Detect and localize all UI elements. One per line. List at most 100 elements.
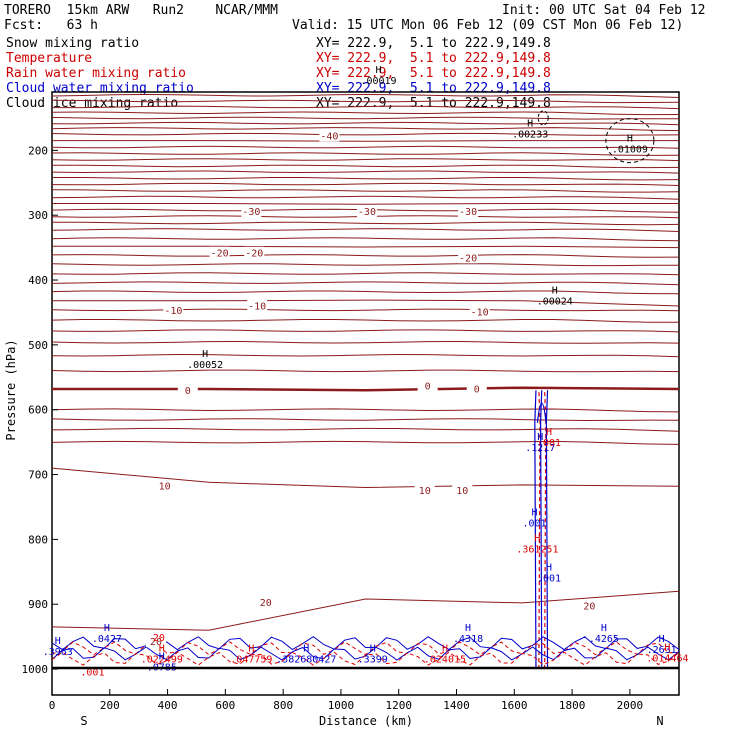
temperature-contour--10: [52, 299, 680, 307]
temperature-contour-0: [52, 386, 680, 392]
temperature-contour: [51, 340, 680, 344]
temperature-label: 20: [260, 598, 272, 609]
temperature-label-bg: [241, 205, 262, 218]
temperature-label-bg: [414, 484, 435, 497]
extremum-value: .00024: [537, 297, 573, 308]
extremum-mark: H: [537, 432, 543, 443]
header-init: Init: 00 UTC Sat 04 Feb 12: [502, 3, 706, 18]
temperature-label: -20: [245, 249, 263, 260]
extremum-value: .014464: [646, 653, 688, 664]
extremum-value: 20: [153, 633, 165, 644]
y-tick-label: 200: [28, 144, 48, 157]
temperature-label: -30: [358, 207, 376, 218]
y-tick-label: 500: [28, 339, 48, 352]
x-tick-label: 2000: [617, 699, 644, 712]
temperature-label: 0: [474, 384, 480, 395]
y-tick-label: 700: [28, 469, 48, 482]
temperature-contour: [51, 189, 680, 193]
temperature-contour: [51, 121, 680, 126]
temperature-contour: [51, 93, 680, 98]
temperature-contour--40: [52, 140, 679, 142]
temperature-label-bg: [244, 246, 265, 259]
temperature-contour: [51, 440, 680, 445]
x-tick-label: 0: [49, 699, 56, 712]
temperature-contour--20: [52, 245, 680, 249]
extremum-value: .00052: [187, 360, 223, 371]
x-tick-label: 1200: [385, 699, 412, 712]
extremum-value: .382680427: [276, 655, 336, 666]
temperature-label: -10: [164, 306, 182, 317]
x-axis-right-end: N: [656, 714, 663, 728]
extremum-mark: H: [534, 533, 540, 544]
x-axis-label: Distance (km): [319, 714, 413, 728]
temperature-contour: [51, 418, 680, 422]
header-valid: Valid: 15 UTC Mon 06 Feb 12 (09 CST Mon …: [292, 18, 684, 33]
temperature-label: 20: [150, 637, 162, 648]
temperature-label: -40: [320, 131, 338, 142]
convective-column-top: [536, 402, 547, 423]
extremum-mark: H: [546, 563, 552, 574]
temperature-label: -30: [242, 207, 260, 218]
legend-xy-temperature: XY= 222.9, 5.1 to 222.9,149.8: [316, 51, 551, 66]
legend-label-temperature: Temperature: [6, 51, 93, 66]
extremum-mark: H: [442, 644, 448, 655]
extremum-mark: H: [55, 636, 61, 647]
extremum-value: .001: [80, 668, 104, 679]
extremum-value: .047759: [230, 655, 272, 666]
extremum-value: .1217: [525, 443, 555, 454]
temperature-contour: [51, 158, 680, 162]
temperature-label: 10: [456, 486, 468, 497]
temperature-label-bg: [417, 379, 438, 392]
extremum-value: .0427: [92, 634, 122, 645]
temperature-contour: [51, 164, 680, 169]
temperature-label-bg: [466, 382, 487, 395]
cloud-ice-contour: [537, 110, 549, 126]
plot-frame: [51, 91, 680, 696]
extremum-value: .00019: [360, 76, 396, 87]
temperature-label: -10: [471, 308, 489, 319]
temperature-contour: [51, 182, 680, 186]
x-tick-label: 800: [273, 699, 293, 712]
extremum-mark: H: [532, 507, 538, 518]
temperature-contour: [51, 408, 680, 413]
extremum-mark: H: [303, 644, 309, 655]
extremum-mark: H: [552, 286, 558, 297]
temperature-label-bg: [319, 129, 340, 142]
temperature-label-bg: [209, 246, 230, 259]
legend-xy-snow: XY= 222.9, 5.1 to 222.9,149.8: [316, 36, 551, 51]
extremum-mark: H: [104, 623, 110, 634]
x-tick-label: 600: [215, 699, 235, 712]
extremum-mark: H: [546, 427, 552, 438]
convective-column-contour: [545, 390, 549, 670]
temperature-contour: [51, 369, 680, 373]
convective-column-contour: [539, 390, 543, 670]
temperature-contour--30: [52, 203, 679, 205]
extremum-value: .00233: [512, 129, 548, 140]
temperature-label-bg: [469, 305, 490, 318]
extremum-value: .3963: [43, 647, 73, 658]
legend-xy-rain: XY= 222.9, 5.1 to 222.9,149.8: [316, 66, 551, 81]
extremum-value: .2631: [647, 645, 677, 656]
header-fcst: Fcst: 63 h: [4, 18, 98, 33]
temperature-label: -30: [459, 207, 477, 218]
extremum-value: .001: [537, 574, 561, 585]
extremum-mark: H: [248, 644, 254, 655]
temperature-contour: [51, 263, 679, 267]
extremum-mark: H: [601, 623, 607, 634]
temperature-contour-10: [51, 467, 680, 489]
temperature-contour: [51, 145, 680, 149]
x-tick-label: 1600: [501, 699, 528, 712]
extremum-value: .022499: [141, 655, 183, 666]
temperature-contour: [51, 237, 680, 242]
temperature-contour: [51, 132, 680, 136]
temperature-label-bg: [177, 384, 198, 397]
temperature-label: 0: [185, 386, 191, 397]
temperature-contour: [51, 111, 680, 116]
temperature-label: 0: [425, 382, 431, 393]
temperature-contour: [51, 228, 680, 232]
y-tick-label: 1000: [22, 663, 49, 676]
temperature-label-bg: [255, 596, 276, 609]
temperature-contour: [52, 105, 680, 110]
cloud-ice-contour: [605, 118, 655, 164]
